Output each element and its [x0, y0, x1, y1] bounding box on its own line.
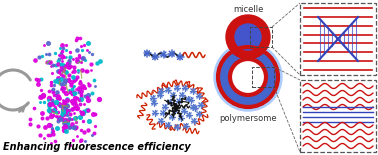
Bar: [252, 67, 274, 87]
Text: polymersome: polymersome: [219, 114, 277, 123]
Circle shape: [214, 43, 282, 111]
Circle shape: [232, 61, 264, 93]
Bar: [250, 27, 272, 47]
Circle shape: [235, 24, 261, 50]
Bar: [300, 3, 376, 75]
Bar: [300, 80, 376, 152]
Text: Enhancing fluorescence efficiency: Enhancing fluorescence efficiency: [3, 142, 191, 152]
Circle shape: [226, 15, 270, 59]
Text: micelle: micelle: [233, 5, 263, 14]
Circle shape: [220, 49, 276, 105]
Circle shape: [230, 59, 266, 95]
